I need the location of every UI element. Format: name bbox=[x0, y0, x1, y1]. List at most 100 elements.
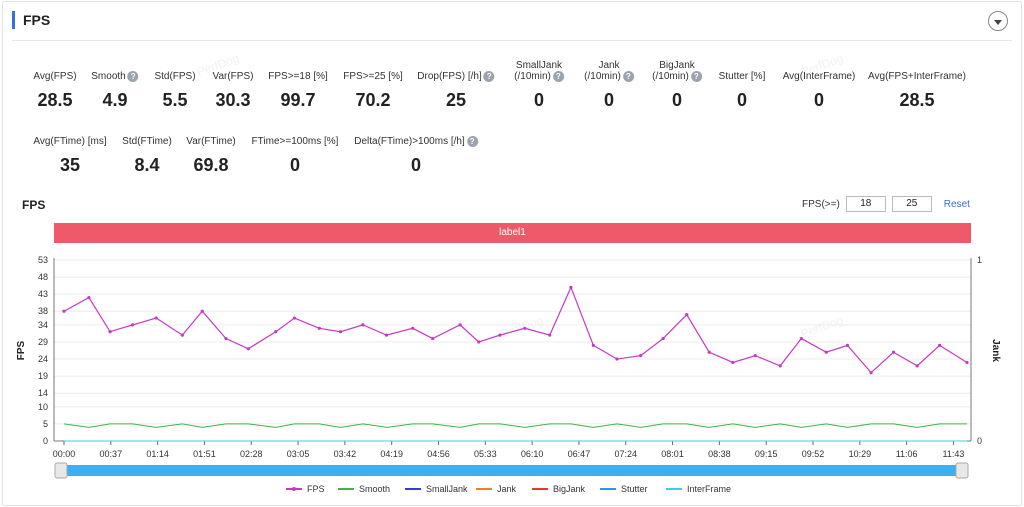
legend-label-stutter: Stutter bbox=[621, 484, 648, 494]
stat-label-unit: (/10min) bbox=[584, 71, 621, 82]
stat-value: 0 bbox=[736, 90, 747, 110]
y-tick-label: 0 bbox=[43, 436, 48, 446]
fps-point bbox=[292, 316, 297, 320]
fps-point bbox=[224, 336, 228, 341]
stat-label: FPS>=18 [%] bbox=[268, 71, 327, 82]
stat-value: 4.9 bbox=[102, 90, 128, 110]
help-icon[interactable]: ? bbox=[483, 71, 495, 82]
stat-label: Delta(FTime)>100ms [/h]? bbox=[354, 136, 478, 147]
x-tick-label: 05:33 bbox=[474, 449, 497, 459]
stat-value: 99.7 bbox=[280, 90, 316, 110]
stat-value: 25 bbox=[445, 90, 467, 110]
x-tick-label: 06:47 bbox=[568, 449, 591, 459]
fps-point bbox=[799, 336, 803, 341]
fps-point bbox=[411, 326, 415, 330]
fps-point bbox=[753, 354, 757, 358]
stat-fps-18: FPS>=18 [%] 99.7 bbox=[268, 71, 327, 111]
stat-drop-fps-h: Drop(FPS) [/h]? 25 bbox=[417, 71, 495, 111]
x-tick-label: 04:56 bbox=[427, 449, 450, 459]
x-tick-label: 03:05 bbox=[287, 449, 310, 459]
fps-point bbox=[639, 354, 643, 358]
fps-point bbox=[154, 316, 158, 320]
reset-link[interactable]: Reset bbox=[943, 198, 970, 210]
fps-point bbox=[869, 371, 873, 375]
stat-label: Std(FTime) bbox=[122, 136, 172, 147]
fps-filter-label: FPS(>=) bbox=[802, 198, 840, 210]
fps-point bbox=[431, 336, 435, 341]
fps-point bbox=[591, 343, 595, 347]
stat-label: Var(FPS) bbox=[213, 71, 254, 82]
stat-label: FTime>=100ms [%] bbox=[252, 136, 339, 147]
fps-point bbox=[523, 326, 527, 330]
stat-label-text: Drop(FPS) [/h] bbox=[417, 71, 482, 82]
x-tick-label: 11:06 bbox=[896, 449, 918, 459]
stat-avg-interframe: Avg(InterFrame) 0 bbox=[783, 71, 856, 111]
fps-point bbox=[361, 323, 365, 327]
y-axis-label: FPS bbox=[16, 340, 27, 360]
stat-label-text: FTime>=100ms [%] bbox=[251, 136, 339, 147]
legend-label-smooth: Smooth bbox=[359, 484, 390, 494]
help-icon[interactable]: ? bbox=[622, 71, 634, 82]
fps-point bbox=[246, 347, 250, 351]
stat-label-text: Avg(InterFrame) bbox=[782, 71, 856, 82]
y-tick-label: 24 bbox=[38, 354, 48, 364]
help-icon[interactable]: ? bbox=[127, 71, 139, 82]
stat-std-ftime: Std(FTime) 8.4 bbox=[122, 136, 172, 176]
panel-title: FPS bbox=[23, 12, 51, 28]
stat-smooth: Smooth? 4.9 bbox=[91, 71, 139, 111]
stat-label-line1: Jank bbox=[598, 60, 620, 71]
stat-label-text: FPS>=18 [%] bbox=[268, 71, 328, 82]
fps-low-threshold-input[interactable]: 18 bbox=[845, 196, 886, 212]
fps-point bbox=[338, 330, 343, 334]
y-tick-label: 5 bbox=[43, 419, 48, 429]
stat-std-fps: Std(FPS) 5.5 bbox=[154, 71, 195, 111]
help-icon[interactable]: ? bbox=[690, 71, 702, 82]
stat-label: Avg(FPS) bbox=[33, 71, 76, 82]
fps-point bbox=[384, 333, 389, 337]
stat-bigjank: BigJank (/10min)? 0 bbox=[652, 60, 702, 111]
stat-label-text: Avg(FPS) bbox=[33, 71, 77, 82]
fps-point bbox=[274, 330, 278, 334]
fps-point bbox=[498, 333, 502, 337]
stat-label-unit: (/10min) bbox=[514, 71, 551, 82]
stat-label-line2: (/10min)? bbox=[514, 71, 564, 82]
label-banner[interactable]: label1 bbox=[54, 223, 971, 243]
x-tick-label: 00:00 bbox=[53, 449, 76, 459]
stat-value: 28.5 bbox=[899, 90, 935, 110]
help-icon[interactable]: ? bbox=[466, 136, 478, 147]
x-tick-label: 03:42 bbox=[334, 449, 357, 459]
stat-value: 69.8 bbox=[193, 155, 229, 175]
header-accent-bar bbox=[12, 11, 15, 29]
zoom-slider-track bbox=[62, 465, 962, 476]
stat-label-text: Std(FPS) bbox=[154, 71, 196, 82]
stat-value: 5.5 bbox=[162, 90, 188, 110]
zoom-slider-right-handle bbox=[955, 462, 969, 479]
stat-label-text: Var(FPS) bbox=[212, 71, 254, 82]
stat-jank: Jank (/10min)? 0 bbox=[584, 60, 634, 111]
help-icon[interactable]: ? bbox=[552, 71, 564, 82]
stat-label: Smooth? bbox=[91, 71, 139, 82]
stat-label-text: Smooth bbox=[91, 71, 126, 82]
legend-label-fps: FPS bbox=[307, 484, 325, 494]
fps-point bbox=[937, 343, 942, 347]
panel-header: FPS bbox=[12, 8, 50, 32]
stat-label: Stutter [%] bbox=[719, 71, 766, 82]
stat-value: 0 bbox=[671, 90, 682, 110]
stat-label-text: Avg(FPS+InterFrame) bbox=[868, 71, 966, 82]
stat-label: Avg(FPS+InterFrame) bbox=[868, 71, 966, 82]
legend-label-bigjank: BigJank bbox=[553, 484, 586, 494]
y-tick-label: 10 bbox=[38, 402, 48, 412]
stat-label-text: FPS>=25 [%] bbox=[343, 71, 403, 82]
x-tick-label: 02:28 bbox=[240, 449, 263, 459]
collapse-toggle-button[interactable] bbox=[988, 11, 1008, 31]
stat-label-unit: (/10min) bbox=[652, 71, 689, 82]
fps-point bbox=[685, 313, 689, 317]
stat-var-fps: Var(FPS) 30.3 bbox=[213, 71, 254, 111]
stat-label: Drop(FPS) [/h]? bbox=[417, 71, 495, 82]
x-tick-label: 01:51 bbox=[193, 449, 216, 459]
x-tick-label: 11:43 bbox=[943, 449, 965, 459]
y2-axis-label: Jank bbox=[990, 339, 1001, 362]
fps-high-threshold-input[interactable]: 25 bbox=[891, 196, 932, 212]
